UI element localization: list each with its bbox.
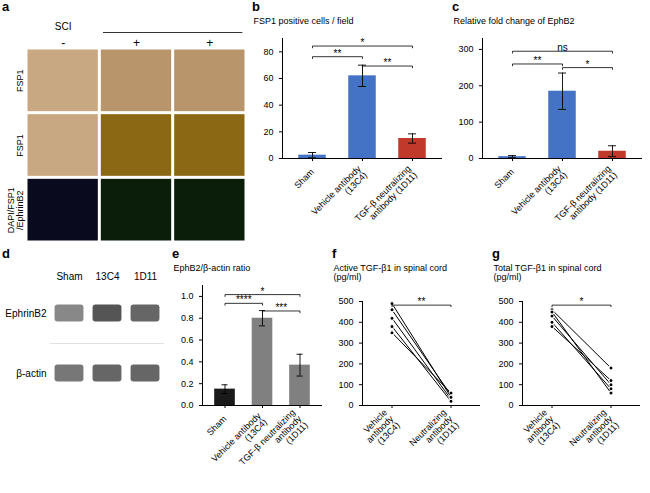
svg-text:Vehicleantibody(13C4): Vehicleantibody(13C4) <box>358 407 402 451</box>
svg-text:500: 500 <box>338 296 353 306</box>
svg-text:FSP1: FSP1 <box>15 134 25 157</box>
svg-text:+: + <box>206 36 213 50</box>
svg-text:TGF-β neutralizingantibody (1D: TGF-β neutralizingantibody (1D11) <box>553 164 619 230</box>
svg-text:FSP1 positive cells / field: FSP1 positive cells / field <box>254 16 354 26</box>
svg-text:Sham: Sham <box>56 271 82 282</box>
svg-text:Total TGF-β1 in spinal cord(pg: Total TGF-β1 in spinal cord(pg/ml) <box>494 263 602 282</box>
svg-text:Relative fold change of EphB2: Relative fold change of EphB2 <box>454 16 575 26</box>
svg-text:+: + <box>133 36 140 50</box>
svg-text:-: - <box>61 36 65 50</box>
svg-text:40: 40 <box>263 100 273 110</box>
svg-text:**: ** <box>418 296 426 307</box>
svg-text:Sham: Sham <box>292 167 316 191</box>
svg-text:EphB2/β-actin ratio: EphB2/β-actin ratio <box>174 263 251 273</box>
svg-text:TGF-β neutralizingantibody(1D1: TGF-β neutralizingantibody(1D11) <box>237 407 310 480</box>
svg-text:Vehicleantibody(13C4): Vehicleantibody(13C4) <box>518 407 562 451</box>
svg-text:TGF-β neutralizingantibody (1D: TGF-β neutralizingantibody (1D11) <box>353 164 419 230</box>
svg-text:0: 0 <box>508 400 513 410</box>
svg-text:13C4: 13C4 <box>96 271 120 282</box>
svg-text:300: 300 <box>458 44 473 54</box>
svg-text:1D11: 1D11 <box>134 271 158 282</box>
svg-text:200: 200 <box>498 359 513 369</box>
svg-text:300: 300 <box>498 338 513 348</box>
svg-text:DAPI/FSP1/EphrinB2: DAPI/FSP1/EphrinB2 <box>6 187 25 233</box>
svg-text:*: * <box>361 37 365 48</box>
svg-text:80: 80 <box>263 47 273 57</box>
svg-text:1.0: 1.0 <box>181 291 194 301</box>
svg-text:**: ** <box>334 48 342 59</box>
svg-text:Neutralizingantibody(1D11): Neutralizingantibody(1D11) <box>567 407 621 461</box>
svg-text:100: 100 <box>338 380 353 390</box>
svg-text:*: * <box>261 286 265 297</box>
svg-text:*: * <box>586 59 590 70</box>
svg-text:0: 0 <box>348 400 353 410</box>
svg-text:ns: ns <box>557 42 568 53</box>
svg-text:Sham: Sham <box>492 167 516 191</box>
svg-text:0.4: 0.4 <box>181 357 194 367</box>
svg-text:200: 200 <box>458 81 473 91</box>
svg-text:SCI: SCI <box>55 21 72 32</box>
svg-text:0: 0 <box>268 153 273 163</box>
svg-text:**: ** <box>534 55 542 66</box>
svg-text:200: 200 <box>338 359 353 369</box>
svg-text:Sham: Sham <box>205 414 229 438</box>
svg-text:****: **** <box>236 294 252 305</box>
svg-text:100: 100 <box>458 117 473 127</box>
svg-text:300: 300 <box>338 338 353 348</box>
svg-text:0.8: 0.8 <box>181 313 194 323</box>
svg-text:60: 60 <box>263 73 273 83</box>
svg-text:100: 100 <box>498 380 513 390</box>
svg-text:β-actin: β-actin <box>16 368 46 379</box>
svg-text:Active TGF-β1 in spinal cord(p: Active TGF-β1 in spinal cord(pg/ml) <box>334 263 448 282</box>
svg-text:0.2: 0.2 <box>181 379 194 389</box>
svg-text:*: * <box>580 296 584 307</box>
svg-text:500: 500 <box>498 296 513 306</box>
svg-text:0: 0 <box>468 153 473 163</box>
svg-text:Neutralizingantibody(1D11): Neutralizingantibody(1D11) <box>407 407 461 461</box>
svg-text:***: *** <box>275 302 287 313</box>
svg-text:**: ** <box>384 57 392 68</box>
svg-text:400: 400 <box>498 317 513 327</box>
svg-text:0.0: 0.0 <box>181 400 194 410</box>
svg-text:20: 20 <box>263 127 273 137</box>
svg-text:0.6: 0.6 <box>181 335 194 345</box>
svg-text:EphrinB2: EphrinB2 <box>5 308 47 319</box>
svg-text:FSP1: FSP1 <box>15 70 25 93</box>
svg-text:400: 400 <box>338 317 353 327</box>
